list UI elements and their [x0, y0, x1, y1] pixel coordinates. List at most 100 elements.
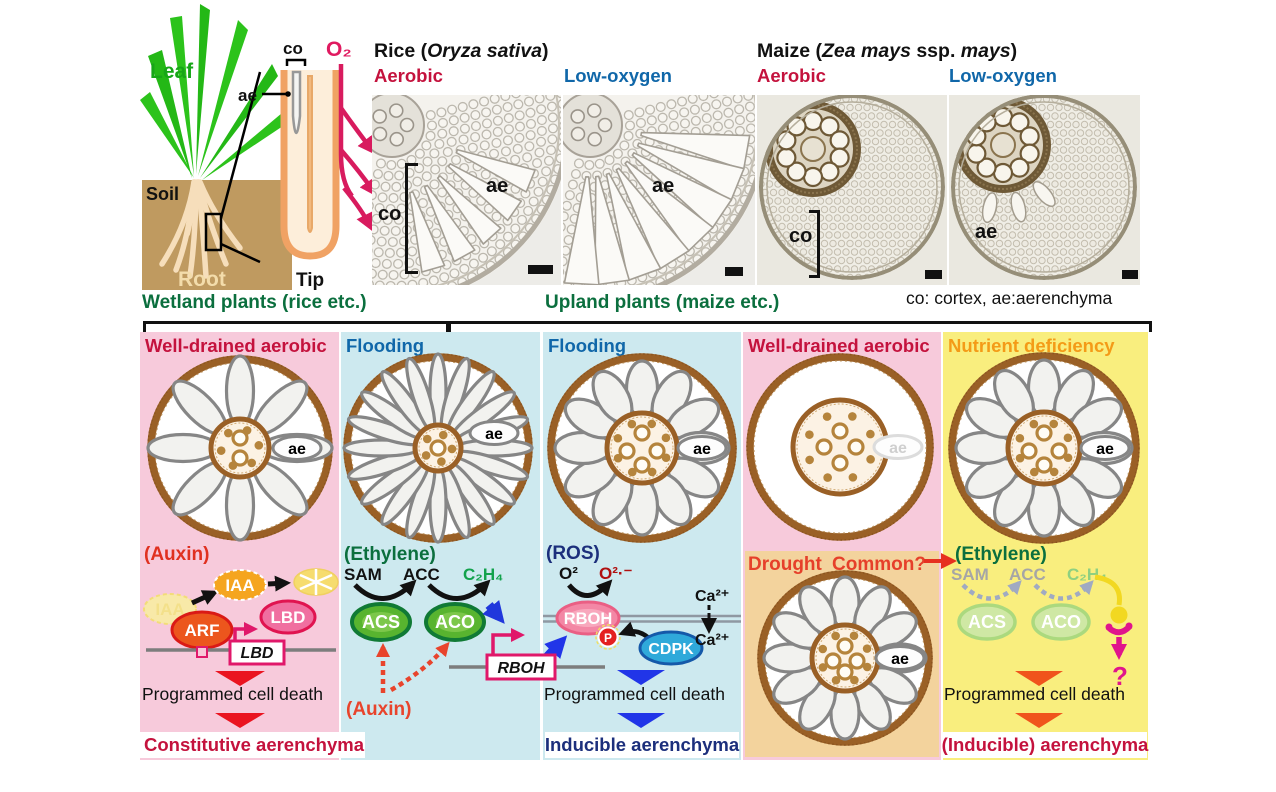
scale-bar: [528, 265, 553, 274]
ae-pointer-dot: [285, 91, 291, 97]
lbd-gene-box: [228, 639, 286, 666]
arf-label: ARF: [185, 621, 220, 640]
ae-badge-label: ae: [693, 441, 711, 458]
zoom-line-top: [219, 71, 262, 219]
ros-signal-label: (ROS): [546, 543, 600, 564]
ae-badge: [676, 435, 728, 461]
scale-bar: [725, 267, 743, 276]
ethylene-perception-line: [1094, 574, 1122, 606]
maize-aerobic-image: [757, 95, 947, 285]
rice-title-pre: Rice (: [374, 40, 428, 62]
maize-lowoxygen-image: [949, 95, 1140, 285]
xylem-vessel: [831, 454, 849, 472]
receptor-head: [1110, 606, 1128, 624]
tip-label: Tip: [296, 270, 324, 291]
o2-flow-arrows: [338, 64, 378, 232]
xylem-vessel: [848, 652, 866, 670]
xylem-vessel: [633, 456, 651, 474]
phosphate-icon: [597, 626, 619, 648]
unknown-label: ?: [1112, 661, 1128, 691]
rice-lowoxygen-label: Low-oxygen: [564, 65, 672, 86]
root-label: Root: [178, 268, 226, 291]
ae-label: ae: [486, 175, 509, 197]
ae-badge: [872, 434, 924, 460]
xsec-drought: ae: [757, 570, 933, 746]
outcome-box: [943, 732, 1147, 758]
pathway-ros: (ROS) O² O²·⁻ RBOH P CDPK Ca²⁺ Ca²⁺ Prog…: [543, 543, 741, 758]
chevron-down: [617, 670, 665, 685]
lbd-protein: [259, 599, 317, 635]
calcium-in-label: Ca²⁺: [695, 632, 729, 649]
iaa-degradation-arrow: [267, 575, 291, 592]
aco-enzyme-highlight: [436, 612, 474, 632]
maize-aerobic-label: Aerobic: [757, 65, 826, 86]
ae-badge-label: ae: [891, 651, 909, 668]
acs-enzyme-highlight: [362, 612, 400, 632]
zoom-line-bottom: [220, 242, 261, 264]
ae-badge: [1079, 435, 1131, 461]
calcium-out-label: Ca²⁺: [695, 588, 729, 605]
xylem-vessel: [429, 439, 447, 457]
o2-label: O²: [559, 564, 578, 583]
scale-bar: [925, 270, 942, 279]
auxin-aco-arrow: [389, 641, 450, 692]
chevron-down: [617, 713, 665, 728]
outcome-box: [140, 732, 365, 758]
xylem-vessel: [831, 422, 849, 440]
xsec-nutrient: ae: [948, 352, 1140, 544]
co-bracket: [809, 210, 820, 278]
co-bracket: [285, 58, 307, 66]
maize-lowoxygen-label: Low-oxygen: [949, 65, 1057, 86]
acs-enzyme-faded: [957, 603, 1017, 641]
maize-species: Zea mays: [822, 40, 911, 62]
root-strands: [159, 179, 243, 279]
iaa-activation-arrow: [190, 590, 219, 606]
lbd-protein-label: LBD: [271, 608, 306, 627]
acc-c2h4-arrow-faded: [1033, 580, 1094, 601]
receptor-fork-tip: [1125, 622, 1133, 630]
receptor-fork-tip: [1105, 623, 1113, 631]
xylem-vessel: [1050, 442, 1068, 460]
rboh-gene-label: RBOH: [497, 660, 545, 677]
aerenchyma-cavity: [146, 432, 220, 464]
o2-label: O₂: [326, 38, 352, 61]
drought-label: Drought: [748, 554, 822, 575]
wetland-bracket: [143, 321, 449, 332]
micrograph-rice-lowoxygen: ae: [563, 95, 755, 285]
ae-badge-label: ae: [889, 440, 907, 457]
iaa-label: IAA: [225, 576, 254, 595]
induction-arrow-blue: [482, 599, 505, 624]
outcome-label: (Inducible) aerenchyma: [942, 734, 1149, 755]
xsec-no-aerenchyma: ae: [746, 353, 934, 541]
aco-enzyme-faded: [1031, 603, 1091, 641]
rice-aerobic-label: Aerobic: [374, 65, 443, 86]
xsec-constitutive: ae: [146, 354, 334, 542]
xylem-vessel: [836, 637, 854, 655]
xylem-vessel: [231, 449, 249, 467]
xylem-vessel: [618, 442, 636, 460]
micrograph-legend: co: cortex, ae:aerenchyma: [906, 288, 1113, 308]
maize-ssp: ssp.: [910, 40, 961, 62]
sam-label: SAM: [951, 565, 989, 584]
ae-badge-label: ae: [1096, 441, 1114, 458]
xylem-vessel: [1035, 456, 1053, 474]
rboh-promoter-arrow: [491, 628, 525, 655]
acc-c2h4-arrow: [427, 579, 491, 601]
micrograph-maize-lowoxygen: ae: [949, 95, 1140, 285]
rboh-protein-highlight: [567, 609, 609, 627]
panel-title: Nutrient deficiency: [948, 335, 1115, 356]
acs-label: ACS: [968, 612, 1006, 632]
panel-title: Well-drained aerobic: [145, 335, 327, 356]
outcome-box: [545, 732, 739, 758]
aerenchyma-cavity: [224, 468, 256, 542]
xylem-vessel: [836, 663, 854, 681]
maize-title-pre: Maize (: [757, 40, 823, 62]
root-tip-stele: [307, 75, 313, 233]
chevron-down: [215, 713, 265, 728]
stele: [809, 622, 881, 694]
maize-title: Maize (Zea mays ssp. mays): [757, 40, 1017, 63]
ethylene-signal-label: (Ethylene): [344, 544, 436, 565]
rice-lowoxygen-image: [563, 95, 755, 285]
iaa-faded-label: IAA: [155, 600, 184, 619]
zoom-box: [204, 212, 223, 252]
